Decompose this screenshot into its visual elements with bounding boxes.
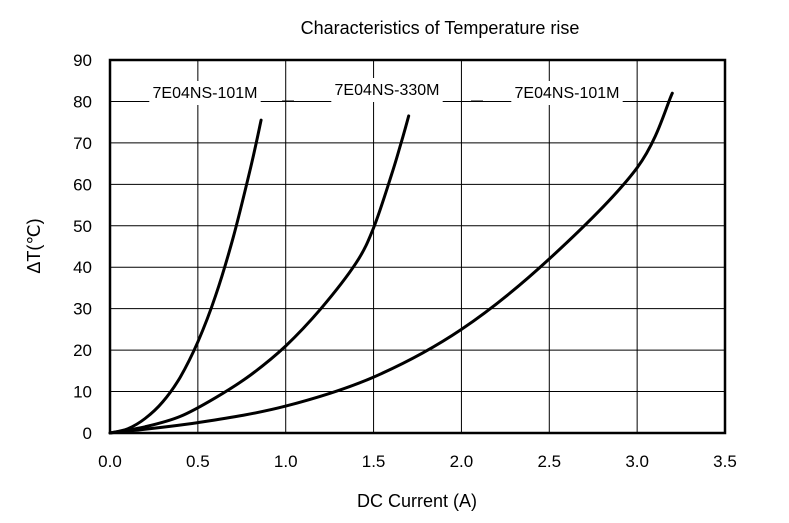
chart-title: Characteristics of Temperature rise [301,18,580,38]
y-tick-label: 30 [73,300,92,319]
y-tick-label: 60 [73,175,92,194]
y-tick-label: 10 [73,383,92,402]
series-labels: 7E04NS-101M 7E04NS-330M 7E04NS-101M [149,78,622,105]
y-tick-label: 0 [83,424,92,443]
series-label-1: 7E04NS-101M [153,85,258,102]
x-axis-ticks: 0.0 0.5 1.0 1.5 2.0 2.5 3.0 3.5 [98,452,737,471]
y-tick-label: 40 [73,258,92,277]
y-tick-label: 20 [73,341,92,360]
y-tick-label: 70 [73,134,92,153]
x-tick-label: 1.5 [362,452,386,471]
x-tick-label: 0.5 [186,452,210,471]
x-tick-label: 2.5 [537,452,561,471]
x-tick-label: 3.0 [625,452,649,471]
y-axis-title: ΔT(℃) [24,218,44,273]
x-axis-title: DC Current (A) [357,491,477,511]
series-line-1 [110,120,261,433]
y-tick-label: 80 [73,92,92,111]
x-tick-label: 1.0 [274,452,298,471]
x-tick-label: 0.0 [98,452,122,471]
y-tick-label: 90 [73,51,92,70]
grid [110,60,725,433]
series-label-2: 7E04NS-330M [335,82,440,99]
series-curves [110,93,672,433]
x-tick-label: 3.5 [713,452,737,471]
plot-frame [110,60,725,433]
y-axis-ticks: 0 10 20 30 40 50 60 70 80 90 [73,51,92,443]
chart: Characteristics of Temperature rise 0.0 0… [0,0,789,523]
y-tick-label: 50 [73,217,92,236]
series-line-3 [110,93,672,433]
series-label-3: 7E04NS-101M [515,85,620,102]
series-line-2 [110,116,409,433]
x-tick-label: 2.0 [450,452,474,471]
